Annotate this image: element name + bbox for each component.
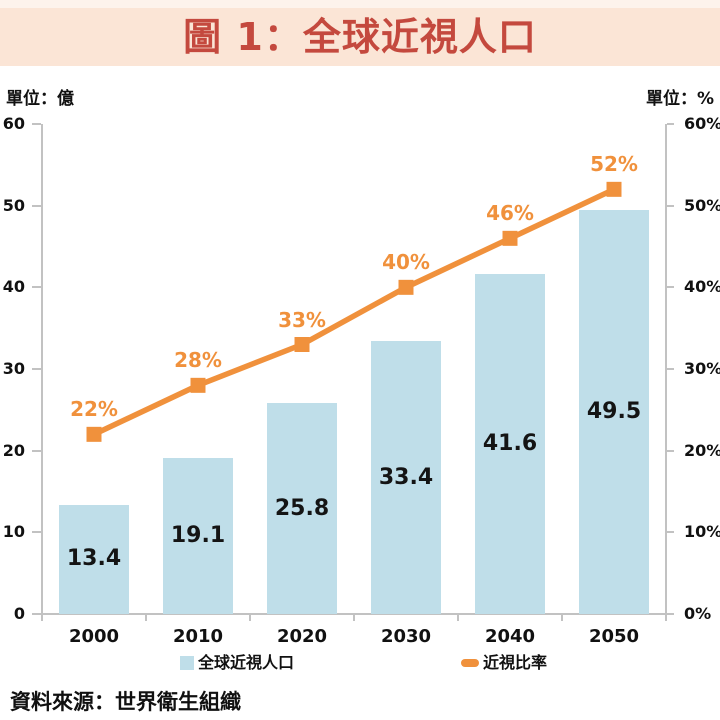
rate-marker-2010 xyxy=(190,377,206,393)
right-axis-tick-label: 0% xyxy=(684,604,712,623)
bar-series-swatch-icon xyxy=(180,656,194,670)
rate-value-label: 33% xyxy=(278,307,326,332)
rate-value-label: 28% xyxy=(174,348,222,373)
rate-marker-2030 xyxy=(398,279,414,295)
rate-value-label: 52% xyxy=(590,152,638,177)
right-axis-tick-label: 40% xyxy=(684,277,720,297)
legend-label-population: 全球近視人口 xyxy=(198,653,295,672)
rate-line xyxy=(92,186,616,437)
legend-item-rate: 近視比率 xyxy=(461,652,547,674)
bar-2050 xyxy=(579,209,649,614)
left-axis-tick xyxy=(32,613,41,615)
right-axis-tick-label: 20% xyxy=(684,440,720,460)
rate-marker-2050 xyxy=(606,181,622,197)
right-axis-tick xyxy=(667,204,674,207)
legend-item-population: 全球近視人口 xyxy=(180,652,294,674)
x-axis-tick xyxy=(457,615,459,621)
bar-2000 xyxy=(59,504,129,614)
left-axis-tick-label: 40 xyxy=(2,277,25,297)
line-series-swatch-icon xyxy=(461,659,479,667)
title-banner: 圖 1：全球近視人口 xyxy=(0,8,720,66)
bar-value-label: 25.8 xyxy=(274,495,330,521)
left-axis-tick-label: 0 xyxy=(13,604,25,623)
x-axis-category-label: 2050 xyxy=(588,626,640,647)
right-axis-tick xyxy=(667,286,674,289)
right-axis-tick-label: 10% xyxy=(684,522,720,542)
right-axis-tick xyxy=(667,449,674,452)
left-axis-unit-label: 單位：億 xyxy=(6,89,74,109)
x-axis-line xyxy=(41,613,667,615)
x-axis-category-label: 2000 xyxy=(68,626,120,647)
right-axis-tick-label: 30% xyxy=(684,359,720,378)
bar-value-label: 19.1 xyxy=(170,523,226,548)
top-strip xyxy=(0,0,720,8)
right-axis-tick xyxy=(667,613,674,615)
x-axis-tick xyxy=(145,615,147,621)
left-axis-tick xyxy=(32,204,41,207)
x-axis-tick xyxy=(665,615,667,621)
bar-value-label: 33.4 xyxy=(378,464,434,490)
x-axis-tick xyxy=(249,615,251,621)
left-axis-tick-label: 20 xyxy=(2,440,25,460)
bar-2010 xyxy=(163,458,233,614)
x-axis-category-label: 2010 xyxy=(172,626,224,647)
rate-value-label: 40% xyxy=(382,250,430,275)
right-axis-tick xyxy=(667,531,674,534)
left-axis-tick xyxy=(32,449,41,452)
x-axis-category-label: 2030 xyxy=(380,626,432,647)
left-axis-tick xyxy=(32,531,41,534)
chart-legend: 全球近視人口 近視比率 xyxy=(0,652,720,674)
right-axis-unit-label: 單位：% xyxy=(645,89,714,109)
x-axis-tick xyxy=(41,615,43,621)
source-note: 資料來源：世界衛生組織 xyxy=(10,690,241,714)
rate-marker-2040 xyxy=(502,230,518,246)
bar-value-label: 13.4 xyxy=(66,546,122,572)
left-axis-tick-label: 30 xyxy=(2,359,25,378)
rate-marker-2020 xyxy=(294,337,310,352)
x-axis-tick xyxy=(353,615,355,621)
right-axis-tick-label: 60% xyxy=(684,114,720,133)
bar-2030 xyxy=(371,341,441,614)
x-axis-category-label: 2040 xyxy=(484,626,536,647)
rate-value-label: 22% xyxy=(70,397,118,422)
rate-value-label: 46% xyxy=(486,201,534,226)
left-axis-tick xyxy=(32,286,41,289)
left-axis-tick-label: 60 xyxy=(2,114,25,133)
chart-title: 圖 1：全球近視人口 xyxy=(183,15,537,59)
right-axis-tick-label: 50% xyxy=(684,195,720,215)
x-axis-category-label: 2020 xyxy=(276,626,328,647)
right-axis-tick xyxy=(667,368,674,370)
right-axis-tick xyxy=(667,123,674,125)
bar-2040 xyxy=(475,274,545,614)
x-axis-tick xyxy=(561,615,563,621)
left-axis-tick xyxy=(32,368,41,370)
right-axis-line xyxy=(665,124,667,614)
left-axis-tick-label: 50 xyxy=(2,195,25,215)
rate-marker-2000 xyxy=(86,426,102,442)
bar-value-label: 49.5 xyxy=(586,398,642,424)
left-axis-line xyxy=(41,124,43,614)
legend-label-rate: 近視比率 xyxy=(483,653,548,672)
left-axis-tick xyxy=(32,123,41,125)
bar-value-label: 41.6 xyxy=(482,431,538,457)
left-axis-tick-label: 10 xyxy=(2,522,25,542)
bar-2020 xyxy=(267,403,337,614)
